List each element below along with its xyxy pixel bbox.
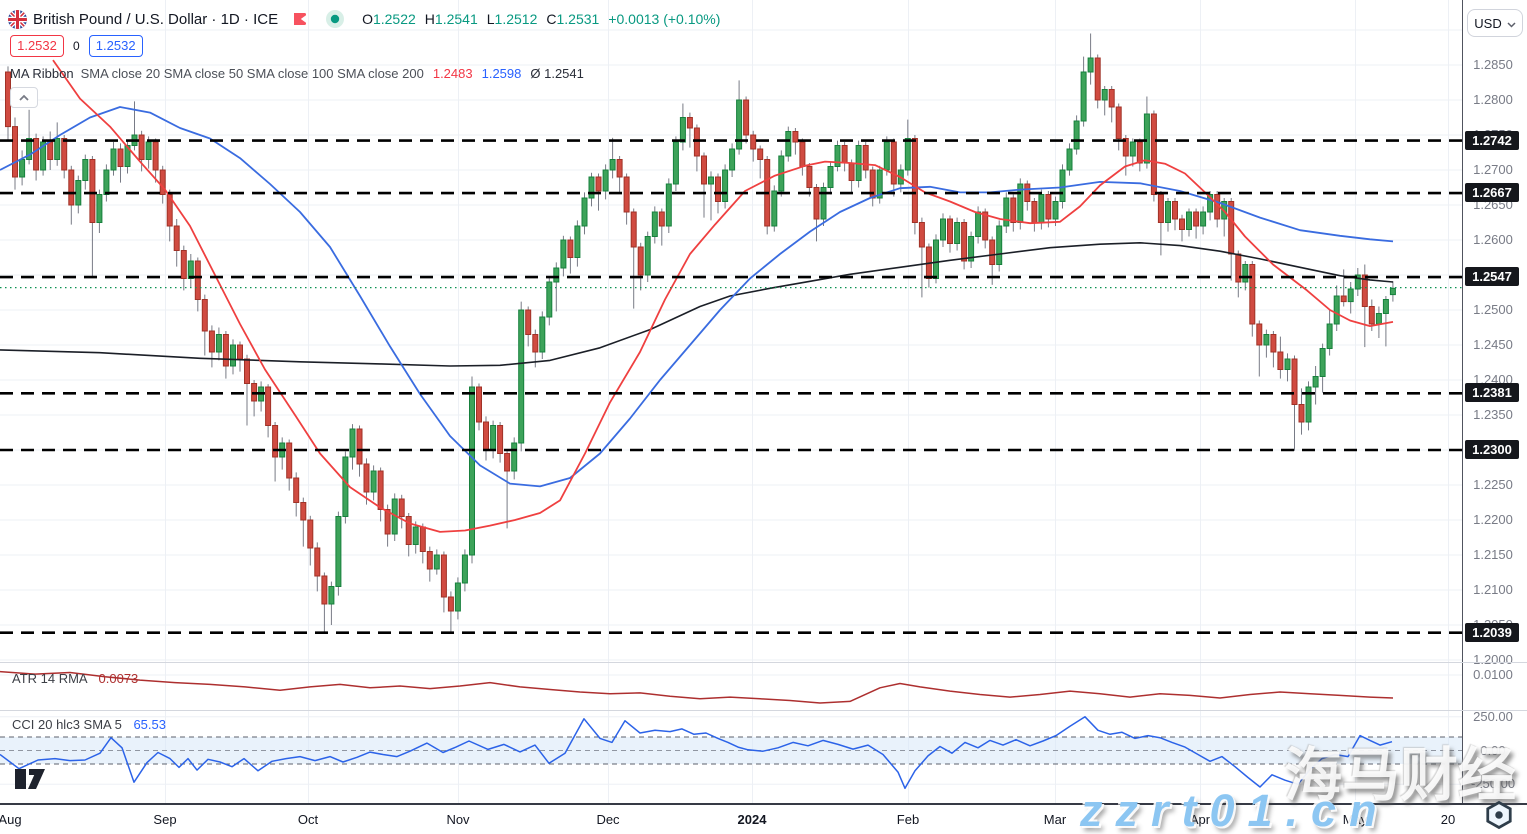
open-value: 1.2522	[372, 11, 416, 27]
ma-ribbon-params: SMA close 20 SMA close 50 SMA close 100 …	[80, 66, 424, 81]
currency-value: USD	[1474, 15, 1502, 31]
time-tick-label: Nov	[446, 812, 470, 827]
price-tick-label: 1.2250	[1473, 477, 1513, 492]
price-level-badge: 1.2039	[1465, 622, 1519, 642]
price-tick-label: 1.2200	[1473, 512, 1513, 527]
chevron-up-icon	[18, 90, 30, 105]
open-label: O	[362, 11, 373, 27]
price-tick-label: 1.2400	[1473, 372, 1513, 387]
price-tick-label: 1.2150	[1473, 547, 1513, 562]
time-tick-label: Feb	[896, 812, 920, 827]
time-tick-label: Dec	[596, 812, 620, 827]
ma-fast-value: 1.2483	[432, 66, 473, 81]
price-level-badge: 1.2547	[1465, 267, 1519, 287]
time-tick-label: 2024	[737, 812, 767, 827]
time-scale[interactable]: Aug Sep Oct Nov Dec 2024 Feb Mar Apr May 20	[0, 803, 1527, 834]
spread-value: 0	[73, 39, 80, 53]
price-level-badge: 1.2667	[1465, 183, 1519, 203]
tradingview-logo[interactable]	[14, 768, 46, 795]
pane-separator-atr-cci[interactable]	[0, 710, 1527, 711]
gbp-flag-icon	[8, 9, 27, 29]
price-tick-label: 1.2700	[1473, 162, 1513, 177]
cci-tick-label: 250.00	[1473, 708, 1513, 724]
time-tick-label: Aug	[0, 812, 22, 827]
ma-mid-value: 1.2598	[481, 66, 522, 81]
price-tick-label: 1.2350	[1473, 407, 1513, 422]
price-tick-label: 1.2800	[1473, 92, 1513, 107]
symbol-title[interactable]: British Pound / U.S. Dollar · 1D · ICE	[33, 10, 279, 28]
low-label: L	[486, 11, 495, 27]
pane-separator-main-atr[interactable]	[0, 662, 1527, 663]
change-value: +0.0013 (+0.10%)	[608, 11, 721, 27]
cci-legend: CCI 20 hlc3 SMA 5 65.53	[12, 717, 166, 732]
cci-value: 65.53	[133, 717, 166, 732]
price-tick-label: 1.2450	[1473, 337, 1513, 352]
atr-name[interactable]: ATR 14 RMA	[12, 671, 87, 686]
time-tick-label: May	[1342, 812, 1368, 827]
close-value: 1.2531	[556, 11, 600, 27]
price-tick-label: 1.2100	[1473, 582, 1513, 597]
time-tick-label: Oct	[297, 812, 319, 827]
atr-line	[0, 670, 1394, 704]
cci-name[interactable]: CCI 20 hlc3 SMA 5	[12, 717, 122, 732]
ma-avg-value: Ø 1.2541	[530, 66, 584, 81]
price-tick-label: 1.2500	[1473, 302, 1513, 317]
low-value: 1.2512	[494, 11, 538, 27]
flag-icon[interactable]	[292, 11, 308, 27]
ma-ribbon-name[interactable]: MA Ribbon	[10, 66, 74, 81]
time-tick-label: Apr	[1189, 812, 1211, 827]
currency-dropdown[interactable]: USD	[1467, 9, 1523, 37]
time-tick-label: Mar	[1043, 812, 1067, 827]
collapse-legend-button[interactable]	[10, 87, 38, 108]
quote-row: 1.2532 0 1.2532	[10, 35, 143, 57]
cci-tick-label: 0.00	[1480, 742, 1506, 758]
buy-price-button[interactable]: 1.2532	[88, 35, 143, 57]
candles-layer	[5, 33, 1396, 634]
high-value: 1.2541	[434, 11, 478, 27]
market-status-icon[interactable]	[326, 10, 345, 28]
ma-ribbon-legend: MA Ribbon SMA close 20 SMA close 50 SMA …	[10, 66, 584, 81]
price-tick-label: 1.2600	[1473, 232, 1513, 247]
price-level-badge: 1.2742	[1465, 130, 1519, 150]
cci-line	[0, 716, 1393, 790]
price-tick-label: 1.2000	[1473, 652, 1513, 667]
high-label: H	[424, 11, 435, 27]
key-level-lines	[0, 139, 1462, 635]
price-tick-label: 1.2850	[1473, 57, 1513, 72]
price-level-badge: 1.2300	[1465, 440, 1519, 459]
symbol-header: British Pound / U.S. Dollar · 1D · ICE O…	[8, 8, 729, 30]
price-scale[interactable]: 1.28501.28001.27501.27001.26501.26001.25…	[1462, 0, 1527, 803]
price-level-badge: 1.2381	[1465, 383, 1519, 403]
ohlc-values: O1.2522 H1.2541 L1.2512 C1.2531 +0.0013 …	[362, 11, 729, 27]
time-tick-label: Sep	[153, 812, 177, 827]
chevron-down-icon	[1507, 16, 1516, 31]
cci-tick-label: -250.00	[1470, 776, 1516, 792]
atr-tick-label: 0.0100	[1473, 667, 1513, 682]
sell-price-button[interactable]: 1.2532	[10, 35, 64, 57]
close-label: C	[546, 11, 557, 27]
atr-legend: ATR 14 RMA 0.0073	[12, 671, 138, 686]
time-tick-label: 20	[1440, 812, 1456, 827]
atr-value: 0.0073	[98, 671, 139, 686]
